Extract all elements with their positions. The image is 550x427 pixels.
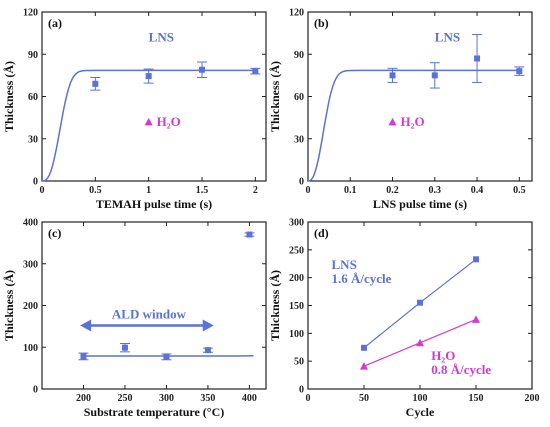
y-tick-label: 300 xyxy=(289,218,304,229)
data-point-triangle xyxy=(472,315,480,323)
annotation-h2o-rate: 0.8 Å/cycle xyxy=(431,362,491,377)
x-axis-label: LNS pulse time (s) xyxy=(373,197,467,211)
data-point-triangle xyxy=(416,338,424,347)
x-tick-label: 0.5 xyxy=(513,185,526,196)
panel-label: (d) xyxy=(314,226,329,240)
data-point-triangle xyxy=(360,362,368,370)
x-tick-label: 200 xyxy=(525,393,540,404)
data-point-square xyxy=(199,66,205,73)
fit-curve xyxy=(41,69,256,182)
plot-frame xyxy=(307,11,533,182)
x-axis-label: Cycle xyxy=(406,405,435,419)
y-axis-label: Thickness (Å) xyxy=(2,270,16,341)
y-axis-label: Thickness (Å) xyxy=(268,270,282,341)
y-tick-label: 90 xyxy=(294,50,304,61)
y-tick-label: 90 xyxy=(28,50,38,61)
y-tick-label: 0 xyxy=(299,385,304,396)
x-tick-label: 0.3 xyxy=(429,185,442,196)
x-tick-label: 0.4 xyxy=(471,185,484,196)
data-point-square xyxy=(474,55,481,62)
data-point-square xyxy=(361,344,367,351)
data-point-triangle xyxy=(144,117,153,126)
annotation-lns-rate: 1.6 Å/cycle xyxy=(332,271,392,286)
plot-frame xyxy=(41,221,267,390)
x-tick-label: 1 xyxy=(146,185,151,196)
panel-label: (c) xyxy=(48,226,61,240)
y-tick-label: 200 xyxy=(23,301,38,312)
x-tick-label: 200 xyxy=(76,393,91,404)
y-tick-label: 0 xyxy=(33,385,38,396)
x-tick-label: 50 xyxy=(359,393,369,404)
series-label-lns: LNS xyxy=(149,30,174,45)
x-tick-label: 0.1 xyxy=(344,185,357,196)
arrow-head-left xyxy=(80,319,92,332)
y-tick-label: 300 xyxy=(23,259,38,270)
data-point-triangle xyxy=(388,117,397,126)
panel-b: 0 0.1 0.2 0.3 0.4 0.5 0 30 60 90 120 LNS pulse time… xyxy=(268,8,533,211)
series-label-h2o: H₂O xyxy=(157,114,181,129)
data-point-square xyxy=(80,353,87,360)
y-tick-label: 400 xyxy=(23,218,38,229)
x-tick-label: 400 xyxy=(242,393,257,404)
panel-d: 0 50 100 150 200 0 50 100 150 200 250 300 Cycle Thick… xyxy=(268,218,540,420)
y-tick-label: 200 xyxy=(289,273,304,284)
y-tick-label: 150 xyxy=(289,301,304,312)
x-axis-label: TEMAH pulse time (s) xyxy=(96,197,212,211)
annotation-lns: LNS xyxy=(332,257,357,272)
y-tick-label: 120 xyxy=(23,8,38,19)
panel-a: 0 0.5 1 1.5 2 0 30 60 90 120 TEMAH pulse time (s) T… xyxy=(2,8,267,211)
x-tick-label: 0 xyxy=(306,185,311,196)
data-point-square xyxy=(417,299,423,306)
y-tick-label: 0 xyxy=(299,177,304,188)
data-point-square xyxy=(163,353,170,360)
data-point-square xyxy=(204,347,211,354)
y-tick-label: 120 xyxy=(289,8,304,19)
y-tick-label: 60 xyxy=(294,92,304,103)
series-label-lns: LNS xyxy=(435,30,460,45)
x-tick-label: 150 xyxy=(469,393,484,404)
y-tick-label: 30 xyxy=(294,134,304,145)
x-tick-label: 0 xyxy=(306,393,311,404)
x-tick-label: 2 xyxy=(253,185,258,196)
y-tick-label: 250 xyxy=(289,245,304,256)
x-tick-label: 350 xyxy=(200,393,215,404)
data-point-square xyxy=(389,72,396,79)
data-point-square xyxy=(145,73,152,80)
y-tick-label: 50 xyxy=(294,357,304,368)
arrow-head-right xyxy=(202,319,214,332)
data-point-square xyxy=(121,344,128,351)
annotation-h2o: H₂O xyxy=(431,348,455,363)
y-axis-label: Thickness (Å) xyxy=(268,61,282,132)
y-tick-label: 30 xyxy=(28,134,38,145)
data-point-square xyxy=(252,68,259,75)
x-tick-label: 0 xyxy=(40,185,45,196)
panel-label: (b) xyxy=(314,16,329,30)
data-point-square xyxy=(516,68,523,75)
panel-c: 200 250 300 350 400 0 100 200 300 400 Substrate te… xyxy=(2,218,267,419)
y-tick-label: 0 xyxy=(33,177,38,188)
fit-curve xyxy=(307,69,520,182)
x-tick-label: 250 xyxy=(117,393,132,404)
y-tick-label: 100 xyxy=(289,329,304,340)
x-tick-label: 1.5 xyxy=(196,185,209,196)
series-label-h2o: H₂O xyxy=(401,114,425,129)
y-axis-label: Thickness (Å) xyxy=(2,61,16,132)
panel-label: (a) xyxy=(48,16,62,30)
ald-window-label: ALD window xyxy=(112,307,187,322)
data-point-square xyxy=(431,72,438,79)
x-tick-label: 0.5 xyxy=(89,185,102,196)
x-tick-label: 300 xyxy=(159,393,174,404)
y-tick-label: 100 xyxy=(23,343,38,354)
data-point-square xyxy=(473,256,479,263)
x-tick-label: 100 xyxy=(413,393,428,404)
y-tick-label: 60 xyxy=(28,92,38,103)
data-point-square xyxy=(246,231,253,238)
x-tick-label: 0.2 xyxy=(386,185,399,196)
data-point-square xyxy=(92,80,99,87)
x-axis-label: Substrate temperature (°C) xyxy=(84,405,225,419)
